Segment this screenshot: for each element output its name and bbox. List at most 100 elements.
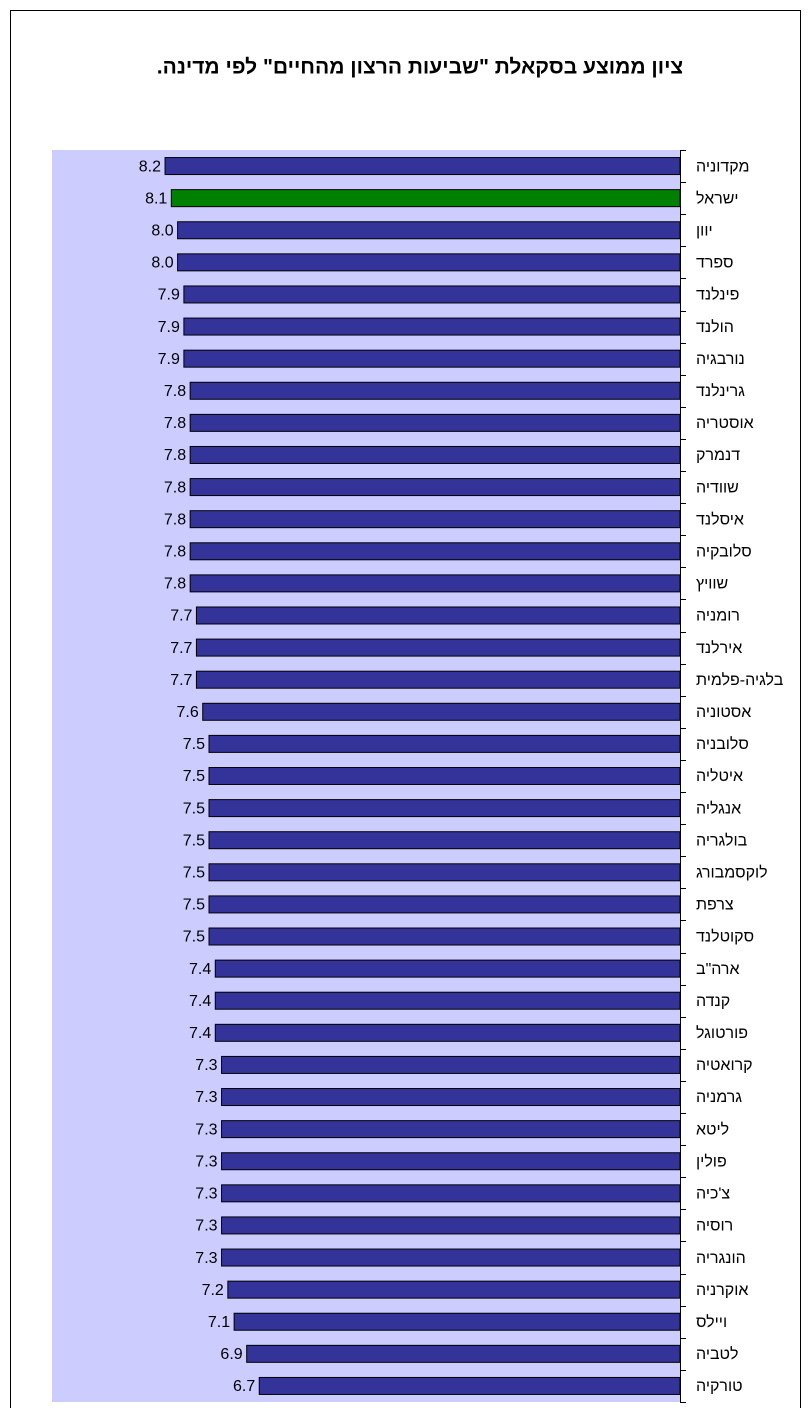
- category-label: ארה"ב: [696, 961, 740, 978]
- category-label: הונגריה: [696, 1250, 746, 1267]
- value-label: 7.5: [183, 768, 205, 785]
- category-label: גרינלנד: [696, 382, 745, 400]
- bar: [208, 767, 681, 785]
- frame: [10, 10, 801, 1408]
- category-label: רוסיה: [696, 1218, 733, 1235]
- bar: [258, 1376, 681, 1395]
- value-label: 7.3: [195, 1186, 217, 1203]
- bar: [189, 510, 681, 529]
- category-label: אנגליה: [696, 799, 741, 817]
- value-label: 7.8: [164, 479, 186, 496]
- bar: [189, 574, 681, 593]
- category-label: צ'כיה: [696, 1186, 730, 1203]
- bar: [221, 1184, 681, 1203]
- category-label: סלובניה: [696, 735, 749, 753]
- value-label: 7.9: [158, 287, 180, 304]
- category-label: איטליה: [696, 767, 743, 785]
- value-label: 7.5: [183, 736, 205, 753]
- value-label: 7.5: [183, 832, 205, 849]
- value-label: 8.0: [151, 255, 173, 272]
- bar: [189, 381, 681, 400]
- category-label: בולגריה: [696, 831, 748, 849]
- bar: [183, 285, 681, 304]
- category-label: יוון: [696, 222, 713, 239]
- value-label: 7.5: [183, 865, 205, 882]
- bar: [221, 1120, 681, 1139]
- bar: [208, 927, 681, 946]
- bar: [183, 317, 681, 336]
- value-label: 7.5: [183, 929, 205, 946]
- value-label: 7.8: [164, 511, 186, 528]
- value-label: 7.8: [164, 544, 186, 561]
- value-label: 7.7: [170, 672, 192, 689]
- category-label: לוקסמבורג: [696, 864, 768, 882]
- value-label: 7.8: [164, 447, 186, 464]
- bar: [214, 959, 681, 978]
- value-label: 7.3: [195, 1153, 217, 1170]
- category-label: צרפת: [696, 897, 734, 914]
- value-label: 8.1: [145, 190, 167, 207]
- value-label: 7.7: [170, 608, 192, 625]
- bar: [214, 991, 681, 1010]
- category-label: גרמניה: [696, 1089, 742, 1106]
- bar: [208, 799, 681, 818]
- category-label: טורקיה: [696, 1378, 743, 1395]
- bar: [233, 1312, 681, 1331]
- bar: [208, 863, 681, 882]
- bar: [189, 478, 681, 497]
- bar: [246, 1344, 681, 1363]
- category-label: נורבגיה: [696, 351, 745, 368]
- category-label: סקוטלנד: [696, 928, 754, 946]
- value-label: 7.4: [189, 1025, 211, 1042]
- bar: [221, 1248, 681, 1267]
- bar: [189, 413, 681, 432]
- bar: [221, 1088, 681, 1107]
- bar: [208, 831, 681, 850]
- value-label: 7.7: [170, 640, 192, 657]
- value-label: 7.9: [158, 351, 180, 368]
- category-label: קרואטיה: [696, 1057, 753, 1074]
- bar: [214, 1023, 681, 1042]
- category-label: דנמרק: [696, 447, 740, 464]
- value-label: 6.7: [233, 1378, 255, 1395]
- value-label: 7.2: [202, 1282, 224, 1299]
- bar: [195, 670, 681, 689]
- value-label: 7.1: [208, 1314, 230, 1331]
- category-label: ישראל: [696, 189, 739, 207]
- value-label: 7.5: [183, 800, 205, 817]
- bar: [227, 1280, 681, 1299]
- bar: [195, 638, 681, 657]
- bar: [164, 157, 681, 176]
- category-label: איסלנד: [696, 510, 744, 528]
- category-label: פינלנד: [696, 286, 739, 304]
- value-label: 7.5: [183, 897, 205, 914]
- category-label: קנדה: [696, 993, 730, 1010]
- bar: [208, 734, 681, 753]
- bar: [170, 189, 681, 208]
- category-label: אירלנד: [696, 639, 742, 657]
- category-label: שוויץ: [696, 576, 728, 593]
- category-label: שוודיה: [696, 479, 739, 496]
- value-label: 7.9: [158, 319, 180, 336]
- category-label: אוסטריה: [696, 415, 754, 432]
- value-label: 7.3: [195, 1089, 217, 1106]
- bar: [208, 895, 681, 914]
- value-label: 7.3: [195, 1218, 217, 1235]
- chart-title: ציון ממוצע בסקאלת "שביעות הרצון מהחיים" …: [157, 56, 683, 79]
- bar: [189, 542, 681, 561]
- category-label: הולנד: [696, 318, 734, 336]
- category-label: לטביה: [696, 1345, 738, 1363]
- bar: [221, 1216, 681, 1235]
- category-label: מקדוניה: [696, 158, 750, 175]
- value-label: 6.9: [220, 1346, 242, 1363]
- bar: [177, 253, 681, 272]
- value-label: 7.6: [176, 704, 198, 721]
- category-label: ליטא: [696, 1120, 729, 1138]
- bar: [195, 606, 681, 625]
- category-label: ויילס: [696, 1313, 727, 1331]
- value-label: 8.2: [139, 158, 161, 175]
- bar: [202, 702, 681, 721]
- bar: [183, 349, 681, 368]
